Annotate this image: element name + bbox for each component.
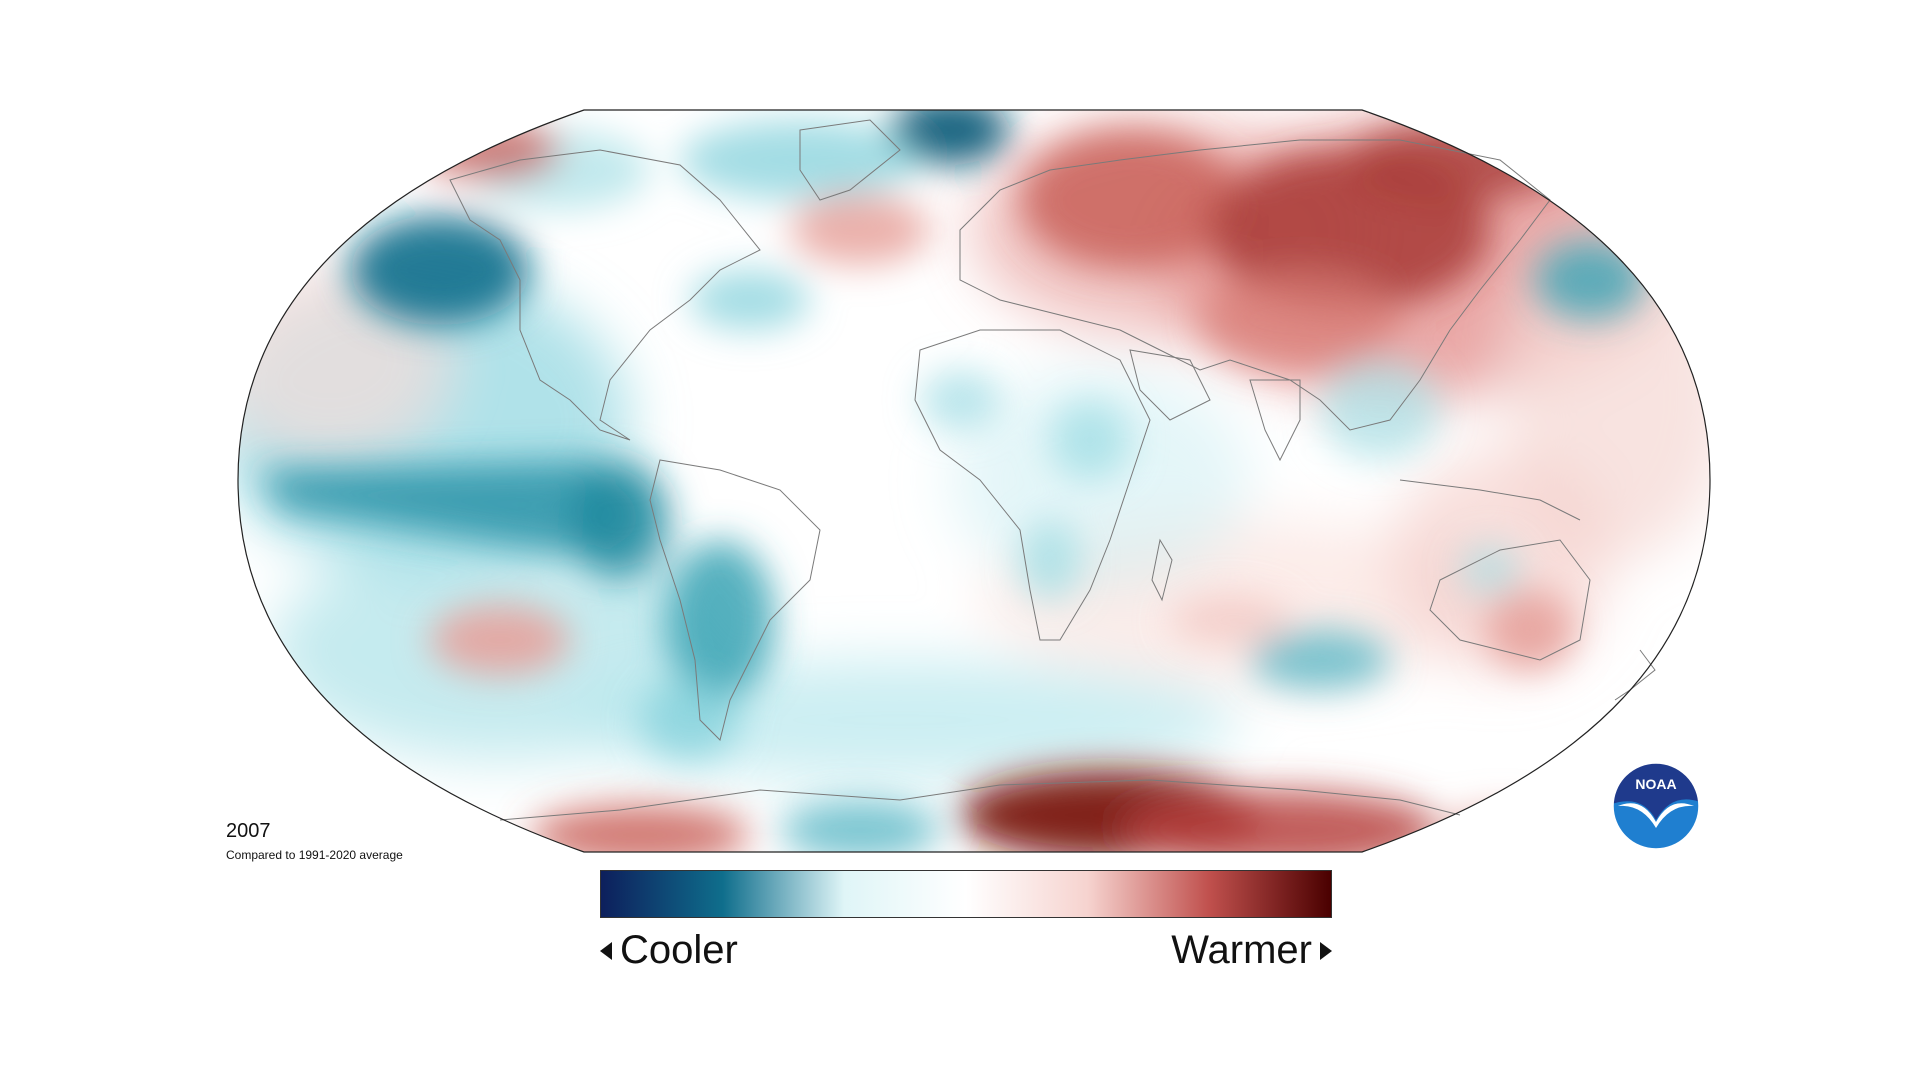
seagull-icon (1618, 803, 1694, 828)
coastline-australia (1429, 539, 1591, 661)
coastline-arabia (1129, 349, 1211, 421)
coastline-india (1249, 379, 1301, 462)
legend-cooler: Cooler (600, 928, 738, 973)
legend-colorbar (600, 870, 1332, 918)
coastlines (449, 119, 1656, 821)
coastline-new-zealand (1614, 649, 1656, 701)
coastline-africa (914, 329, 1151, 641)
coastline-north-america (449, 149, 761, 441)
noaa-logo: NOAA (1612, 762, 1700, 850)
caption-year: 2007 (226, 820, 271, 842)
coastline-eurasia (959, 139, 1551, 431)
coastline-south-america (649, 459, 821, 741)
coastline-antarctica (499, 779, 1461, 821)
map-border (237, 109, 1711, 853)
legend-warmer-label: Warmer (1171, 928, 1312, 972)
legend-warmer: Warmer (1171, 928, 1332, 973)
coastline-greenland (799, 119, 901, 201)
anomaly-field (238, 110, 1710, 852)
logo-text: NOAA (1635, 776, 1676, 792)
caption-subtitle: Compared to 1991-2020 average (226, 848, 403, 862)
triangle-right-icon (1320, 941, 1332, 960)
legend-cooler-label: Cooler (620, 928, 738, 972)
coastline-indonesia (1399, 479, 1581, 521)
logo-sky (1613, 763, 1699, 820)
coastline-madagascar (1151, 538, 1173, 602)
triangle-left-icon (600, 941, 612, 960)
